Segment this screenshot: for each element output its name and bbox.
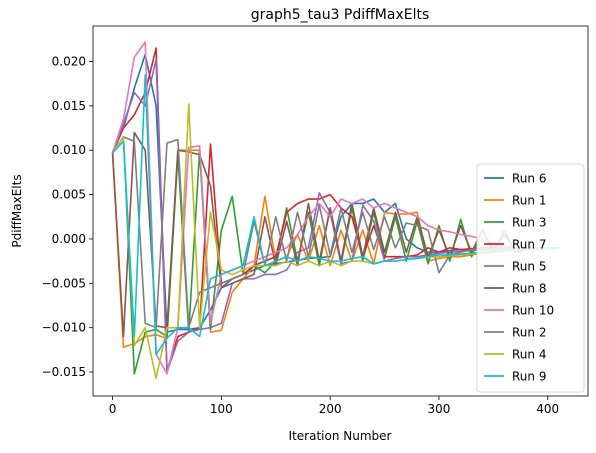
y-tick-label: 0.015 bbox=[52, 99, 86, 113]
legend-label: Run 3 bbox=[512, 216, 546, 230]
y-tick-label: 0.005 bbox=[52, 188, 86, 202]
legend-label: Run 5 bbox=[512, 260, 546, 274]
y-tick-label: −0.010 bbox=[42, 321, 86, 335]
legend-label: Run 10 bbox=[512, 304, 554, 318]
legend-label: Run 4 bbox=[512, 348, 546, 362]
legend-label: Run 8 bbox=[512, 282, 546, 296]
legend: Run 6 Run 1 Run 3 Run 7 Run 5 Run 8 Run 10 Run … bbox=[476, 163, 585, 393]
y-tick-label: −0.005 bbox=[42, 276, 86, 290]
legend-label: Run 9 bbox=[512, 370, 546, 384]
chart-title: graph5_tau3 PdiffMaxElts bbox=[251, 7, 430, 23]
y-tick-label: −0.015 bbox=[42, 365, 86, 379]
y-axis-label: PdiffMaxElts bbox=[10, 174, 24, 247]
legend-label: Run 2 bbox=[512, 326, 546, 340]
x-axis-label: Iteration Number bbox=[289, 429, 392, 443]
x-tick-label: 400 bbox=[536, 402, 559, 416]
y-tick-label: 0.020 bbox=[52, 54, 86, 68]
plot-frame bbox=[92, 25, 589, 397]
legend-label: Run 6 bbox=[512, 172, 546, 186]
x-tick-label: 300 bbox=[428, 402, 451, 416]
x-axis-ticks: 0 100 200 300 400 bbox=[109, 396, 559, 416]
y-tick-label: 0.010 bbox=[52, 143, 86, 157]
x-tick-label: 100 bbox=[210, 402, 233, 416]
x-tick-label: 0 bbox=[109, 402, 117, 416]
y-tick-label: 0.000 bbox=[52, 232, 86, 246]
legend-label: Run 1 bbox=[512, 194, 546, 208]
x-tick-label: 200 bbox=[319, 402, 342, 416]
legend-label: Run 7 bbox=[512, 238, 546, 252]
legend-box bbox=[476, 163, 585, 393]
y-axis-ticks: −0.015 −0.010 −0.005 0.000 0.005 0.010 0.015 0.… bbox=[42, 54, 93, 379]
